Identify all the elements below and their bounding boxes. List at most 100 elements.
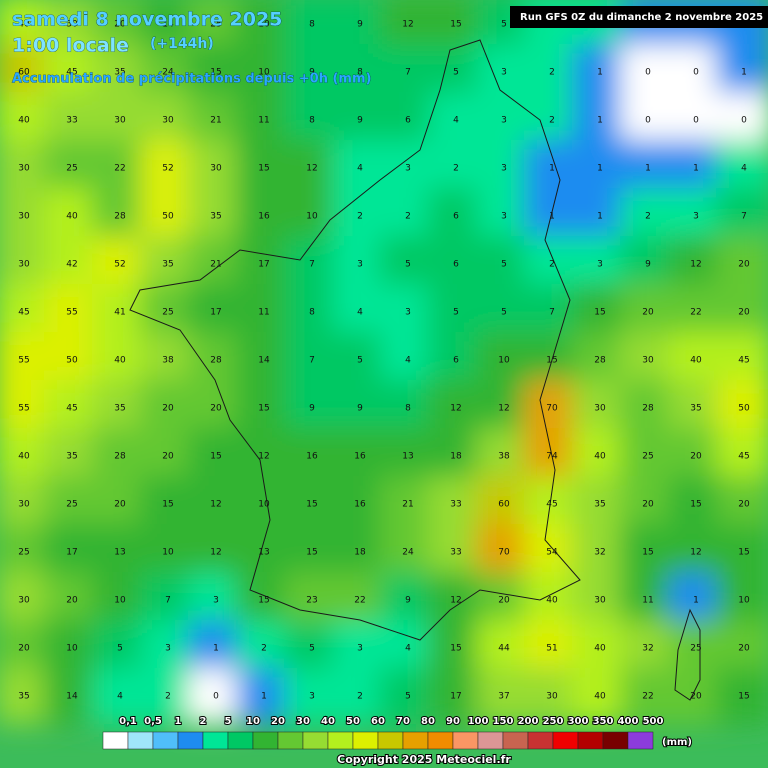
precip-value: 25 xyxy=(162,308,173,318)
precip-value: 2 xyxy=(549,260,555,270)
precip-cell xyxy=(572,524,628,580)
precip-cell xyxy=(0,0,52,52)
precip-value: 8 xyxy=(357,68,363,78)
precip-cell xyxy=(620,332,676,388)
precip-cell xyxy=(284,0,340,52)
precip-cell xyxy=(140,140,196,196)
precip-cell xyxy=(524,284,580,340)
precip-value: 3 xyxy=(405,308,411,318)
precip-cell xyxy=(476,524,532,580)
precip-value: 35 xyxy=(18,692,29,702)
precip-value: 55 xyxy=(66,308,77,318)
corsica-outline xyxy=(674,608,701,701)
precip-value: 14 xyxy=(258,356,270,366)
precip-cell xyxy=(716,380,768,436)
precip-cell xyxy=(668,524,724,580)
precip-value: 6 xyxy=(453,356,459,366)
legend-label: 30 xyxy=(296,716,310,727)
precip-cell xyxy=(428,380,484,436)
precip-cell xyxy=(428,572,484,628)
precip-value: 2 xyxy=(405,212,411,222)
precip-cell xyxy=(44,140,100,196)
precip-value: 35 xyxy=(594,500,605,510)
precip-cell xyxy=(188,140,244,196)
precip-cell xyxy=(44,476,100,532)
precip-value: 35 xyxy=(162,260,173,270)
precip-value: 18 xyxy=(354,548,366,558)
legend-label: 250 xyxy=(543,716,564,727)
precip-value: 7 xyxy=(405,68,411,78)
precip-value: 28 xyxy=(210,356,222,366)
legend-label: 0,1 xyxy=(119,716,137,727)
legend-swatch xyxy=(277,731,304,750)
precip-value: 45 xyxy=(66,404,77,414)
precip-cell xyxy=(332,236,388,292)
precip-value: 17 xyxy=(66,548,77,558)
precip-cell xyxy=(572,44,628,100)
precip-cell xyxy=(716,620,768,676)
legend-swatch xyxy=(577,731,604,750)
precip-cell xyxy=(236,140,292,196)
precip-cell xyxy=(92,188,148,244)
precip-value: 4 xyxy=(117,692,123,702)
precip-value: 3 xyxy=(405,164,411,174)
precip-value: 8 xyxy=(309,116,315,126)
precip-cell xyxy=(332,332,388,388)
precip-value: 0 xyxy=(693,68,699,78)
precip-cell xyxy=(0,284,52,340)
precip-value: 1 xyxy=(741,68,747,78)
precip-cell xyxy=(380,572,436,628)
precip-cell xyxy=(716,476,768,532)
legend: 0,1 0,5 1 2 5 10 20 30 40 50 60 70 80 90 100 150 200 250 3… xyxy=(102,715,664,750)
precip-value: 21 xyxy=(402,500,413,510)
precip-cell xyxy=(236,620,292,676)
precip-value: 10 xyxy=(114,596,126,606)
precip-cell xyxy=(284,428,340,484)
precip-value: 25 xyxy=(66,500,77,510)
precip-cell xyxy=(92,476,148,532)
precip-value: 37 xyxy=(498,692,509,702)
precip-cell xyxy=(668,140,724,196)
precip-value: 5 xyxy=(501,20,507,30)
precip-value: 25 xyxy=(210,20,221,30)
precip-value: 60 xyxy=(18,68,30,78)
precip-value: 15 xyxy=(738,692,749,702)
precip-value: 12 xyxy=(450,404,461,414)
precip-cell xyxy=(188,668,244,724)
legend-label: 350 xyxy=(593,716,614,727)
legend-swatch xyxy=(252,731,279,750)
precip-value: 5 xyxy=(405,260,411,270)
precip-cell xyxy=(44,92,100,148)
precip-value: 40 xyxy=(594,452,606,462)
precip-cell xyxy=(44,284,100,340)
precip-cell xyxy=(140,332,196,388)
legend-swatch xyxy=(152,731,179,750)
precip-value: 20 xyxy=(642,500,654,510)
precip-cell xyxy=(188,188,244,244)
precip-value: 4 xyxy=(357,164,363,174)
precip-value: 30 xyxy=(546,692,558,702)
precip-value: 10 xyxy=(498,356,510,366)
precip-cell xyxy=(524,380,580,436)
precip-cell xyxy=(284,44,340,100)
precip-cell xyxy=(236,284,292,340)
precip-value: 3 xyxy=(213,596,219,606)
precip-value: 20 xyxy=(210,404,222,414)
precip-cell xyxy=(44,620,100,676)
precip-value: 3 xyxy=(501,212,507,222)
date: samedi 8 novembre 2025 xyxy=(12,9,282,31)
precip-value: 5 xyxy=(309,644,315,654)
precip-cell xyxy=(284,620,340,676)
precip-value: 12 xyxy=(210,500,221,510)
precip-cell xyxy=(0,428,52,484)
precip-value: 2 xyxy=(357,692,363,702)
precip-cell xyxy=(44,0,100,52)
precip-cell xyxy=(428,284,484,340)
precip-cell xyxy=(140,668,196,724)
precip-cell xyxy=(284,332,340,388)
precip-value: 30 xyxy=(18,500,30,510)
run-box xyxy=(510,6,768,28)
precip-cell xyxy=(524,92,580,148)
precip-cell xyxy=(188,620,244,676)
